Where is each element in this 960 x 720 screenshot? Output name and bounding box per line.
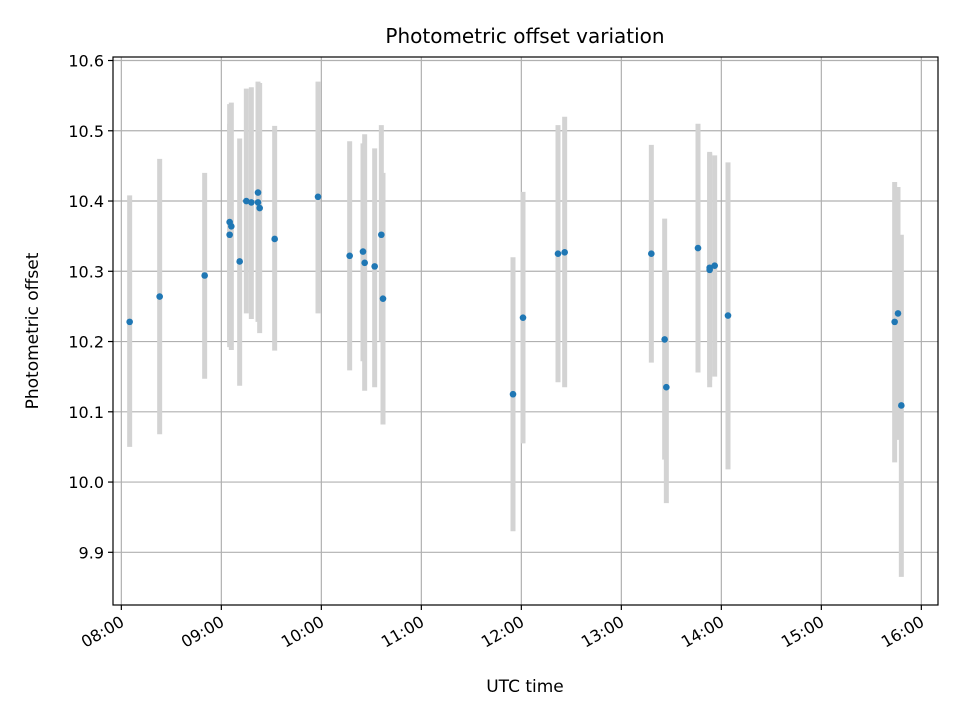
data-point [648,250,655,258]
data-point [156,293,163,300]
data-point [561,249,568,256]
data-point [236,258,243,265]
data-point [891,318,898,326]
y-tick-label: 10.0 [68,473,104,492]
data-point [371,263,378,270]
data-point [519,314,527,321]
y-tick-label: 10.1 [68,403,104,422]
data-point [711,262,718,269]
chart-title: Photometric offset variation [385,24,664,48]
data-point [663,383,670,391]
data-point [661,336,668,343]
y-tick-label: 9.9 [79,543,104,562]
data-point [379,295,387,302]
data-point [378,231,385,239]
data-point [243,197,250,205]
data-point [226,231,233,239]
data-point [254,199,262,206]
data-point [724,312,732,319]
plot-frame [112,56,939,606]
data-point [359,248,367,255]
data-point [256,204,263,212]
data-point [898,402,905,409]
data-point [706,266,713,274]
data-point [254,189,262,196]
data-point [694,244,702,252]
y-tick-label: 10.3 [68,262,104,281]
data-point [271,235,278,243]
data-points [126,189,905,409]
y-tick-label: 10.2 [68,333,104,352]
data-point [248,199,255,206]
y-tick-label: 10.5 [68,122,104,141]
data-point [126,318,133,326]
data-point [228,223,235,230]
x-axis-title: UTC time [486,677,564,697]
y-tick-label: 10.6 [68,52,104,71]
data-point [201,272,208,279]
data-point [314,193,322,201]
data-point [554,250,562,258]
y-axis-title: Photometric offset [23,252,43,409]
y-tick-label: 10.4 [68,192,104,211]
y-axis: 9.9 10.0 10.1 10.2 10.3 10.4 10.5 10.6 [68,52,113,562]
data-point [509,390,517,398]
data-point [361,259,368,267]
data-point [894,310,902,317]
data-point [346,252,353,260]
